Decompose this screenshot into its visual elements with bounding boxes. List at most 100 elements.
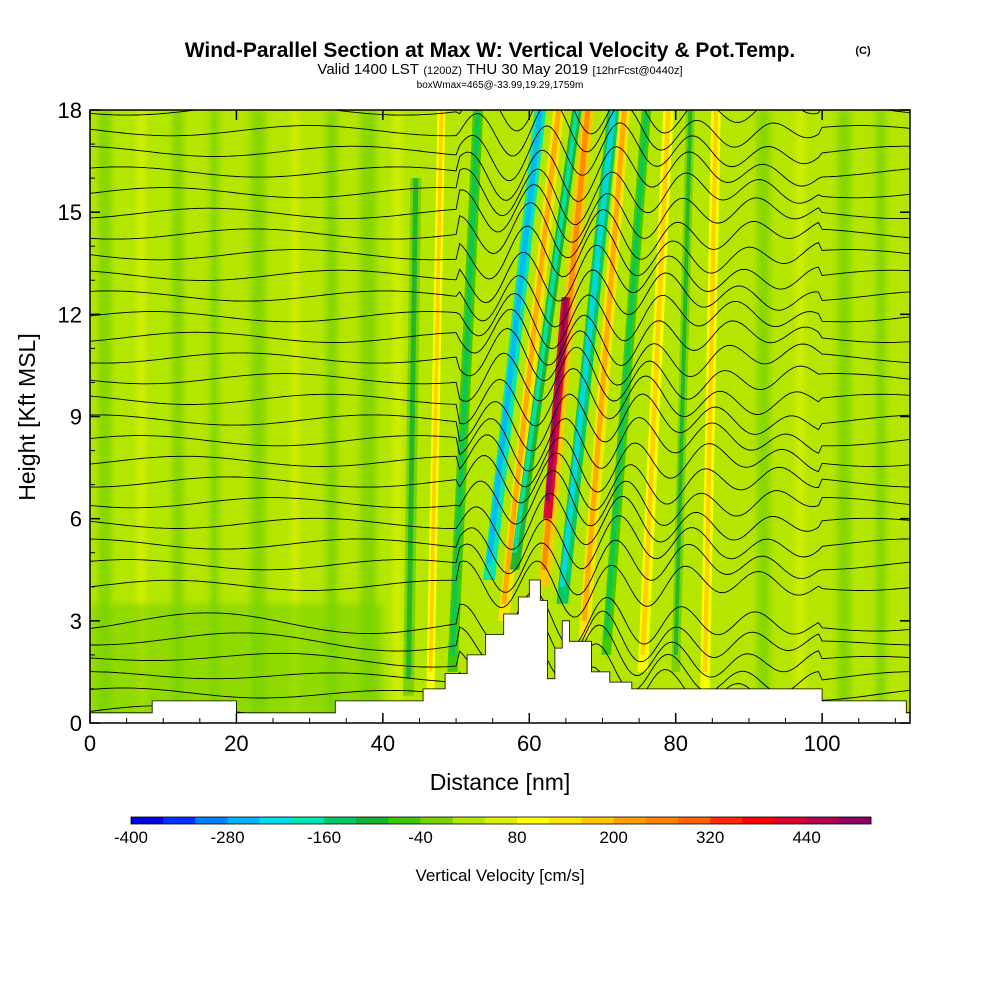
velocity-band-core-0	[486, 110, 543, 563]
valid-date: THU 30 May 2019	[466, 61, 588, 78]
colorbar-tick--40: -40	[408, 828, 433, 847]
y-tick-label-3: 3	[70, 609, 82, 634]
theta-contour-20	[90, 269, 910, 328]
y-tick-label-9: 9	[70, 405, 82, 430]
streak-8	[393, 110, 402, 723]
streak-11	[837, 110, 851, 723]
colorbar-swatch-16	[645, 817, 679, 824]
theta-contour-12	[90, 434, 910, 493]
theta-contour-27	[90, 122, 910, 181]
theta-contour-22	[90, 224, 910, 280]
colorbar-swatch-11	[484, 817, 518, 824]
velocity-band-core-12	[428, 110, 444, 672]
theta-contour-21	[90, 244, 910, 304]
colorbar-swatch-19	[742, 817, 775, 824]
colorbar-swatch-0	[131, 817, 164, 824]
valid-time: Valid 1400 LST	[317, 61, 418, 78]
forecast-info: [12hrFcst@0440z]	[593, 65, 683, 77]
y-tick-label-0: 0	[70, 711, 82, 736]
colorbar-tick--280: -280	[211, 828, 245, 847]
theta-contour-11	[90, 452, 910, 511]
terrain-profile	[90, 579, 910, 723]
chart-title: Wind-Parallel Section at Max W: Vertical…	[185, 39, 796, 62]
colorbar-swatch-4	[259, 817, 293, 824]
x-tick-label-80: 80	[663, 731, 687, 756]
colorbar-swatch-14	[581, 817, 614, 824]
streak-1	[136, 110, 146, 723]
x-tick-label-20: 20	[224, 731, 248, 756]
theta-contour-10	[90, 470, 910, 527]
x-tick-label-100: 100	[804, 731, 841, 756]
velocity-band-core-10	[702, 110, 719, 672]
colorbar-swatch-3	[227, 817, 260, 824]
theta-contour-6	[90, 560, 910, 618]
colorbar-swatch-10	[452, 817, 486, 824]
copyright-mark: (C)	[855, 45, 871, 57]
colorbar-swatch-12	[517, 817, 550, 824]
y-tick-label-6: 6	[70, 507, 82, 532]
box-wmax-info: boxWmax=465@-33.99,19.29,1759m	[417, 80, 584, 91]
velocity-band-core-13	[406, 178, 419, 679]
velocity-band-core-6	[581, 110, 627, 621]
theta-contour-18	[90, 308, 910, 367]
colorbar-tick--160: -160	[307, 828, 341, 847]
colorbar-swatch-21	[806, 817, 840, 824]
colorbar-tick-200: 200	[599, 828, 627, 847]
x-axis-ticks: 0 20 40 60 80 100	[84, 110, 896, 756]
streak-0	[98, 110, 112, 723]
colorbar: -400 -280 -160 -40 80 200 320 440	[114, 816, 872, 847]
x-tick-label-40: 40	[371, 731, 395, 756]
valid-utc: (1200Z)	[423, 65, 462, 77]
y-tick-label-18: 18	[58, 98, 82, 123]
velocity-band-core-11	[450, 110, 481, 655]
plot-area	[90, 110, 910, 723]
colorbar-swatch-22	[838, 817, 872, 824]
theta-contour-26	[90, 146, 910, 202]
colorbar-tick--400: -400	[114, 828, 148, 847]
streak-2	[172, 110, 184, 723]
streak-10	[795, 110, 805, 723]
colorbar-tick-440: 440	[792, 828, 820, 847]
velocity-band-core-2	[512, 110, 580, 553]
y-tick-label-12: 12	[58, 302, 82, 327]
y-tick-label-15: 15	[58, 200, 82, 225]
y-axis-ticks: 0 3 6 9 12 15 18	[58, 98, 910, 736]
theta-contour-17	[90, 327, 910, 386]
theta-contour-15	[90, 368, 910, 427]
theta-contour-19	[90, 292, 910, 350]
streak-7	[360, 110, 377, 723]
theta-contour-25	[90, 168, 910, 225]
theta-contour-8	[90, 515, 910, 575]
theta-contour-9	[90, 493, 910, 550]
streak-3	[210, 110, 219, 723]
colorbar-label: Vertical Velocity [cm/s]	[415, 866, 584, 885]
velocity-band-core-5	[559, 110, 617, 587]
streak-5	[291, 110, 299, 723]
theta-contour-7	[90, 539, 910, 596]
x-tick-label-60: 60	[517, 731, 541, 756]
theta-contour-16	[90, 346, 910, 402]
colorbar-swatch-7	[356, 817, 389, 824]
theta-contour-14	[90, 393, 910, 452]
theta-contour-28	[90, 110, 910, 157]
colorbar-swatch-5	[291, 817, 325, 824]
colorbar-swatch-8	[388, 817, 421, 824]
background-streaks	[90, 110, 886, 723]
colorbar-swatch-2	[195, 817, 228, 824]
colorbar-swatch-15	[613, 817, 647, 824]
x-tick-label-0: 0	[84, 731, 96, 756]
streak-9	[756, 110, 771, 723]
colorbar-swatch-13	[549, 817, 582, 824]
y-axis-label: Height [Kft MSL]	[14, 333, 40, 500]
colorbar-swatch-20	[774, 817, 807, 824]
streak-12	[875, 110, 886, 723]
colorbar-swatch-18	[710, 817, 743, 824]
colorbar-tick-320: 320	[696, 828, 724, 847]
colorbar-tick-80: 80	[508, 828, 527, 847]
colorbar-swatch-6	[324, 817, 357, 824]
velocity-band-core-9	[673, 110, 693, 655]
x-axis-label: Distance [nm]	[430, 769, 571, 795]
theta-contour-13	[90, 417, 910, 472]
colorbar-frame	[130, 816, 872, 825]
colorbar-swatch-17	[677, 817, 711, 824]
